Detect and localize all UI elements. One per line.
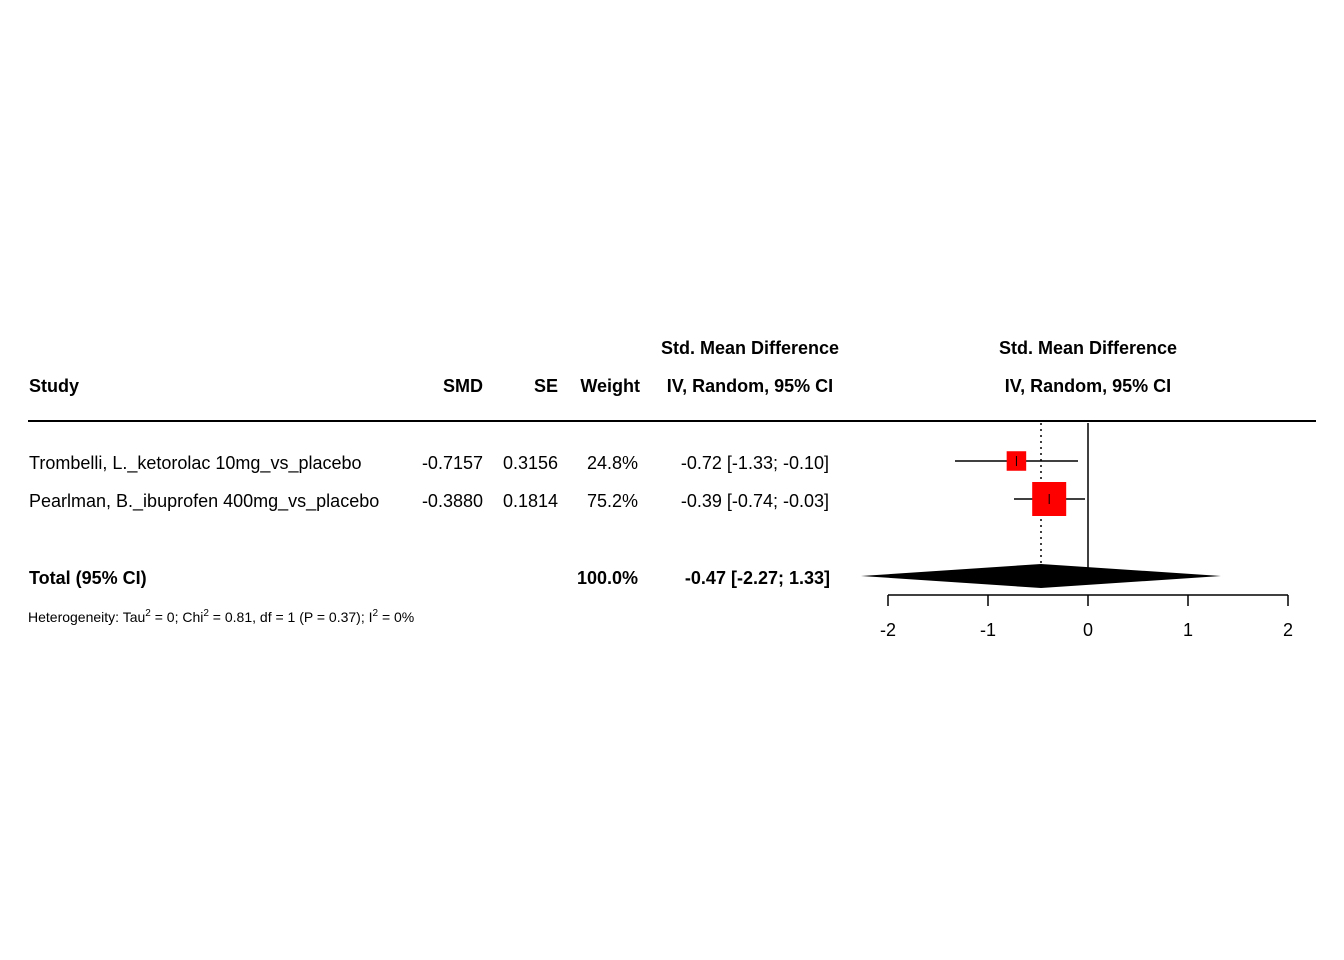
header-plot-line2: IV, Random, 95% CI bbox=[1004, 376, 1172, 396]
study-ci-text: -0.39 [-0.74; -0.03] bbox=[680, 491, 829, 511]
x-tick-label: 0 bbox=[1083, 620, 1093, 640]
total-label: Total (95% CI) bbox=[29, 568, 147, 588]
study-smd: -0.3880 bbox=[421, 491, 483, 511]
header-effect-line2: IV, Random, 95% CI bbox=[666, 376, 834, 396]
study-se: 0.3156 bbox=[502, 453, 558, 473]
total-ci-text: -0.47 [-2.27; 1.33] bbox=[684, 568, 830, 588]
header-se: SE bbox=[533, 376, 558, 396]
header-weight: Weight bbox=[580, 376, 640, 396]
x-tick-label: 2 bbox=[1283, 620, 1293, 640]
header-study: Study bbox=[29, 376, 80, 396]
header-smd: SMD bbox=[443, 376, 483, 396]
pooled-diamond bbox=[861, 564, 1221, 588]
study-name: Pearlman, B._ibuprofen 400mg_vs_placebo bbox=[29, 491, 380, 511]
total-weight: 100.0% bbox=[576, 568, 638, 588]
header-plot-line1: Std. Mean Difference bbox=[998, 338, 1178, 358]
heterogeneity-text: Heterogeneity: Tau2 = 0; Chi2 = 0.81, df… bbox=[28, 608, 415, 625]
study-weight: 24.8% bbox=[586, 453, 638, 473]
x-tick-label: -2 bbox=[880, 620, 896, 640]
x-tick-label: 1 bbox=[1183, 620, 1193, 640]
study-name: Trombelli, L._ketorolac 10mg_vs_placebo bbox=[29, 453, 362, 473]
x-tick-label: -1 bbox=[980, 620, 996, 640]
study-se: 0.1814 bbox=[502, 491, 558, 511]
study-weight: 75.2% bbox=[586, 491, 638, 511]
study-ci-text: -0.72 [-1.33; -0.10] bbox=[680, 453, 829, 473]
header-effect-line1: Std. Mean Difference bbox=[660, 338, 840, 358]
study-smd: -0.7157 bbox=[421, 453, 483, 473]
